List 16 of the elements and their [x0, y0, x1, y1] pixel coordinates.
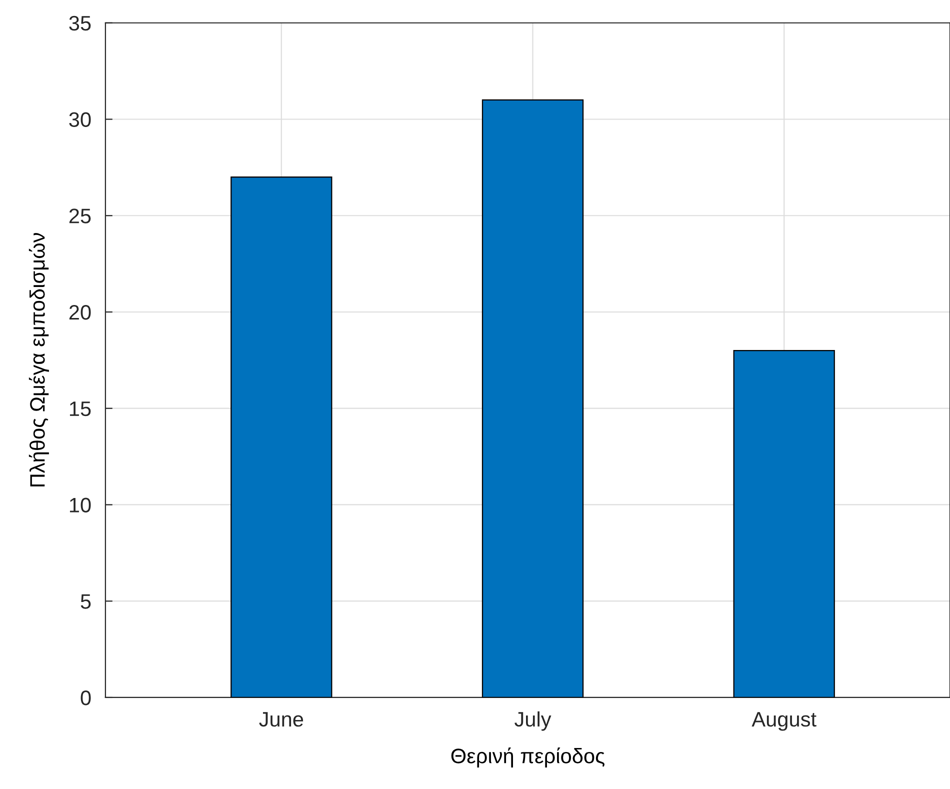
y-tick-label: 5 [80, 594, 91, 609]
bar [230, 176, 332, 698]
x-tick-label: July [514, 711, 552, 731]
x-tick-label: June [259, 712, 304, 727]
bar [733, 350, 835, 698]
y-tick-label: 30 [69, 112, 91, 128]
y-axis-title: Πλήθος Ωμέγα εμποδισμών [28, 233, 49, 486]
y-tick-label: 25 [69, 208, 91, 224]
x-axis-title: Θερινή περίοδος [451, 747, 604, 768]
y-tick-label: 10 [70, 498, 91, 512]
y-tick-label: 15 [70, 402, 91, 416]
y-tick-label: 20 [69, 304, 91, 320]
bar [482, 99, 584, 698]
y-tick-label: 35 [69, 16, 91, 31]
y-tick-label: 0 [80, 690, 91, 706]
x-tick-label: August [752, 712, 816, 731]
